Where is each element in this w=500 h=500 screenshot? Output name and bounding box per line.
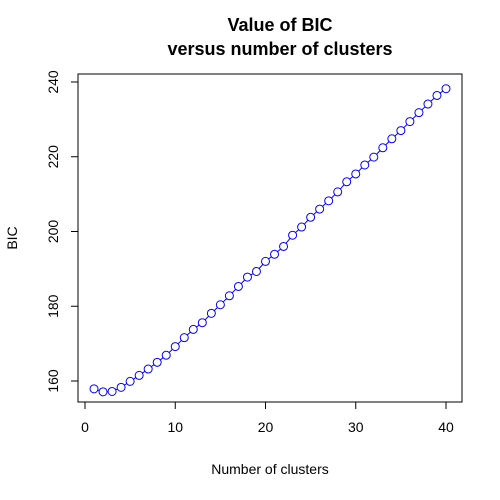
plot-frame: [77, 73, 463, 403]
data-point: [107, 386, 117, 396]
x-axis: 0 10 20 30 40: [81, 401, 454, 435]
data-point: [98, 387, 108, 397]
data-point: [270, 249, 280, 259]
data-point: [206, 308, 216, 318]
series-segment: [285, 238, 291, 244]
series-segment: [222, 298, 227, 303]
series-segment: [331, 194, 336, 199]
series-segment: [142, 370, 146, 374]
data-point: [215, 300, 225, 310]
series-segment: [160, 357, 164, 361]
series-segment: [295, 229, 299, 233]
y-axis-label: BIC: [4, 226, 20, 249]
y-tick-label: 180: [45, 294, 61, 318]
series-segment: [213, 307, 218, 311]
series-segment: [268, 256, 272, 260]
data-point: [261, 256, 270, 266]
data-point: [251, 266, 261, 276]
series-segment: [240, 279, 246, 284]
series-segment: [204, 315, 209, 321]
x-tick-label: 10: [167, 419, 183, 435]
series-segment: [349, 176, 354, 180]
y-tick-label: 200: [45, 220, 61, 244]
data-point: [161, 350, 171, 360]
data-point: [233, 281, 243, 291]
data-point: [279, 241, 289, 251]
data-point: [405, 117, 415, 127]
data-point: [134, 370, 144, 380]
series-segment: [421, 106, 426, 111]
data-point: [197, 318, 207, 328]
series-segment: [258, 264, 264, 269]
x-tick-label: 30: [348, 419, 364, 435]
data-point: [324, 196, 334, 206]
series-segment: [322, 203, 327, 207]
x-tick-label: 0: [81, 419, 89, 435]
series-segment: [151, 364, 155, 368]
data-point: [152, 357, 162, 367]
data-point: [188, 324, 198, 334]
series-segment: [186, 331, 191, 336]
data-point: [360, 160, 370, 170]
data-point: [441, 84, 451, 94]
y-tick-label: 220: [45, 145, 61, 169]
data-point: [116, 382, 126, 392]
data-point: [369, 152, 379, 162]
data-point: [306, 212, 316, 222]
series-segment: [196, 324, 200, 328]
series-segment: [177, 340, 182, 345]
series-segment: [385, 141, 390, 146]
data-point: [432, 90, 442, 100]
series-segment: [358, 167, 363, 172]
series-segment: [313, 211, 318, 215]
data-point: [315, 204, 325, 214]
series-segment: [303, 219, 309, 225]
series-segment: [168, 349, 173, 353]
series-segment: [367, 159, 372, 163]
data-point: [224, 291, 234, 301]
x-axis-label: Number of clusters: [211, 461, 328, 477]
series-segment: [376, 150, 381, 155]
chart-subtitle: versus number of clusters: [167, 39, 392, 59]
y-tick-label: 240: [45, 70, 61, 94]
data-point: [125, 376, 135, 386]
data-point: [333, 187, 343, 197]
data-point: [297, 222, 307, 232]
data-point: [342, 177, 352, 187]
series-segment: [231, 288, 237, 294]
series-segment: [430, 97, 435, 102]
data-point: [242, 272, 252, 282]
data-point: [351, 169, 361, 179]
data-point: [378, 143, 388, 153]
data-point: [89, 384, 99, 394]
data-point: [170, 342, 180, 352]
series-layer: [89, 84, 451, 397]
y-axis: 160 180 200 220 240: [45, 70, 79, 393]
data-point: [396, 126, 406, 136]
y-tick-label: 160: [45, 369, 61, 393]
series-segment: [403, 124, 408, 129]
x-tick-label: 40: [438, 419, 454, 435]
series-segment: [412, 115, 417, 120]
data-point: [288, 230, 298, 240]
series-segment: [277, 248, 281, 253]
series-segment: [439, 90, 444, 94]
data-point: [423, 99, 433, 109]
series-segment: [394, 132, 399, 137]
data-point: [387, 134, 397, 144]
data-point: [143, 364, 153, 374]
series-segment: [339, 184, 345, 190]
x-tick-label: 20: [258, 419, 274, 435]
chart-title: Value of BIC: [227, 15, 332, 35]
data-point: [414, 108, 424, 118]
data-point: [179, 333, 189, 343]
